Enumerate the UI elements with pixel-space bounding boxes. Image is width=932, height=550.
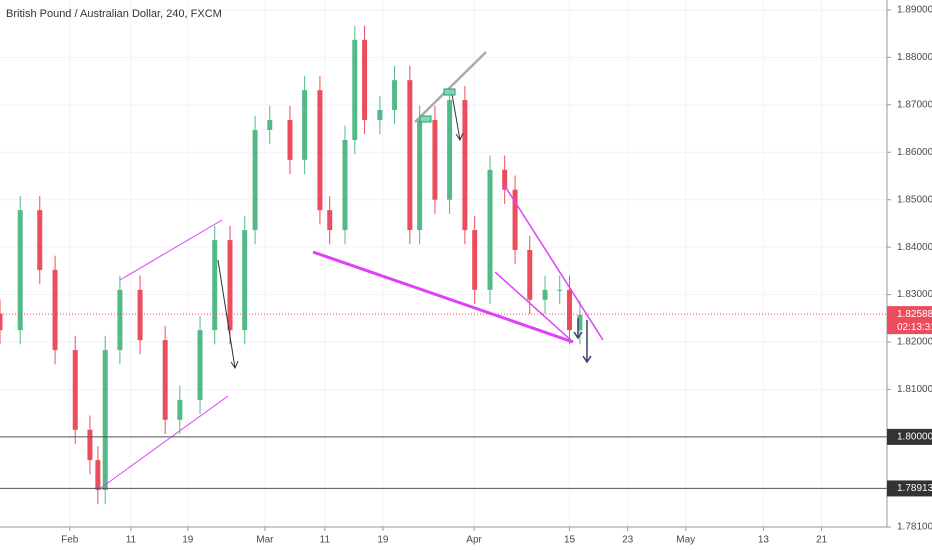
x-tick-label: 11 — [126, 535, 137, 546]
candle-body — [52, 269, 58, 351]
candle-body — [472, 230, 478, 290]
y-tick-label: 1.81000 — [897, 384, 932, 395]
x-tick-label: 15 — [564, 535, 576, 546]
price-axis — [887, 0, 932, 550]
candle-body — [542, 289, 548, 300]
price-label-box — [887, 480, 932, 497]
candle-body — [342, 139, 348, 231]
price-label: 1.78913 — [897, 483, 932, 494]
candle-body — [72, 350, 78, 430]
y-tick-label: 1.87000 — [897, 99, 932, 110]
price-label-box — [887, 428, 932, 445]
candle-body — [162, 340, 168, 420]
y-tick-label: 1.89000 — [897, 5, 932, 16]
candle-body — [462, 100, 468, 231]
candle-body — [0, 313, 3, 331]
candle-body — [417, 120, 423, 231]
candle-body — [87, 429, 93, 461]
drawings — [97, 51, 604, 491]
candle-body — [37, 210, 43, 270]
y-tick-label: 1.83000 — [897, 289, 932, 300]
candle-body — [212, 240, 218, 331]
candle-body — [487, 169, 493, 290]
candle-body — [567, 289, 573, 331]
candle-body — [137, 289, 143, 341]
y-tick-label: 1.88000 — [897, 52, 932, 63]
candle-body — [447, 100, 453, 200]
candle-body — [102, 350, 108, 491]
candle-body — [512, 189, 518, 250]
x-tick-label: 13 — [758, 535, 770, 546]
y-tick-label: 1.82000 — [897, 337, 932, 348]
price-label: 1.80000 — [897, 432, 932, 443]
candle-body — [287, 120, 293, 160]
candle-body — [227, 240, 233, 331]
horizontal-lines — [0, 313, 887, 489]
candle-body — [197, 330, 203, 400]
last-price-box — [887, 306, 932, 335]
candle-body — [117, 289, 123, 351]
candle-body — [95, 460, 101, 491]
last-price-label: 1.82588 — [897, 309, 932, 320]
candle-body — [377, 110, 383, 121]
candle-body — [432, 120, 438, 200]
y-tick-label: 1.84000 — [897, 242, 932, 253]
x-tick-label: 19 — [182, 535, 194, 546]
y-tick-label: 1.86000 — [897, 147, 932, 158]
candle-body — [252, 129, 258, 231]
y-tick-label: 1.78100 — [897, 522, 932, 533]
candle-body — [352, 39, 358, 140]
candle-body — [527, 249, 533, 300]
countdown-label: 02:13:31 — [897, 322, 932, 333]
candle-body — [17, 210, 23, 331]
x-tick-label: Apr — [466, 535, 482, 546]
axes: 1.89000 1.88000 1.87000 1.86000 1.85000 1.840… — [61, 5, 932, 546]
x-tick-label: 23 — [622, 535, 634, 546]
chart-title: British Pound / Australian Dollar, 240, … — [6, 8, 222, 20]
candle-body — [267, 120, 273, 130]
candle-body — [557, 289, 563, 291]
y-tick-label: 1.85000 — [897, 194, 932, 205]
candle-body — [302, 90, 308, 160]
candle-body — [502, 169, 508, 190]
candle-body — [392, 80, 398, 111]
candle-body — [317, 90, 323, 211]
candle-body — [327, 210, 333, 231]
candles — [0, 25, 583, 505]
candle-body — [242, 230, 248, 331]
candle-body — [362, 39, 368, 121]
candle-body — [577, 314, 583, 331]
x-tick-label: Feb — [61, 535, 79, 546]
candle-body — [407, 80, 413, 231]
candle-body — [177, 399, 183, 420]
x-tick-label: 19 — [377, 535, 389, 546]
x-tick-label: 21 — [816, 535, 828, 546]
grid — [0, 0, 887, 528]
x-tick-label: Mar — [256, 535, 274, 546]
x-tick-label: May — [676, 535, 695, 546]
x-tick-label: 11 — [320, 535, 331, 546]
